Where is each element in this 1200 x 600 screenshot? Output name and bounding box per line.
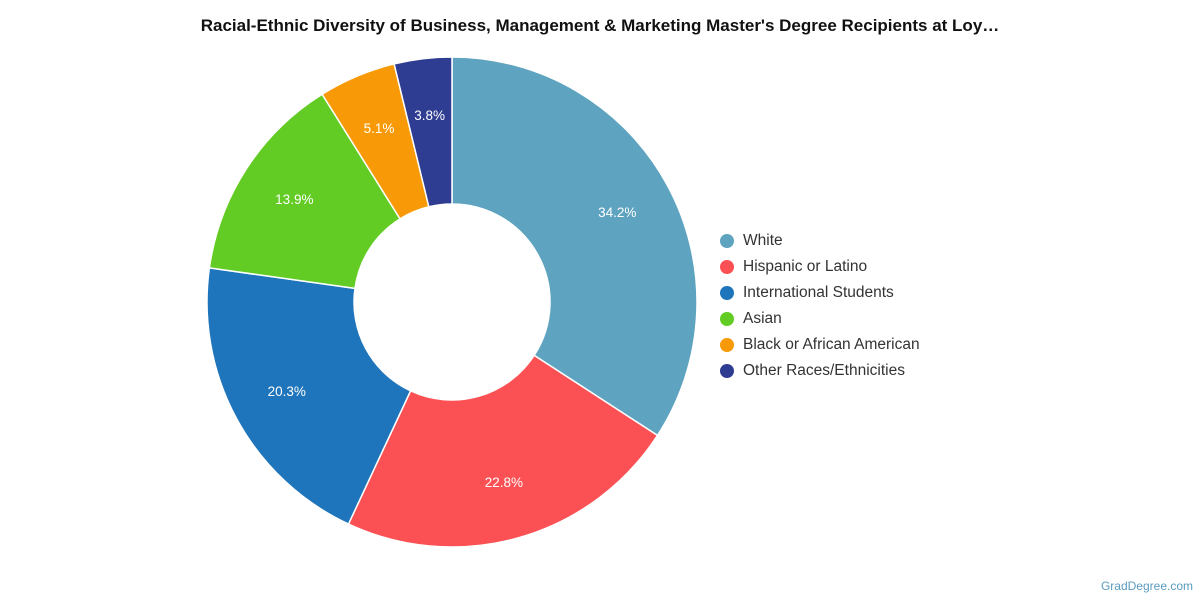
- legend-label: White: [743, 232, 783, 249]
- legend-item-hispanic-or-latino[interactable]: Hispanic or Latino: [720, 254, 920, 280]
- legend-label: Other Races/Ethnicities: [743, 362, 905, 379]
- legend-label: Hispanic or Latino: [743, 258, 868, 275]
- legend-swatch: [720, 234, 734, 248]
- slice-label-black-or-african-american: 5.1%: [364, 121, 395, 136]
- slice-hispanic-or-latino[interactable]: [347, 354, 659, 548]
- slice-international-students[interactable]: [206, 267, 412, 526]
- source-credit-link[interactable]: GradDegree.com: [1100, 579, 1193, 593]
- legend-item-asian[interactable]: Asian: [720, 306, 920, 332]
- chart-title: Racial-Ethnic Diversity of Business, Man…: [200, 16, 1000, 35]
- slice-label-hispanic-or-latino: 22.8%: [485, 475, 523, 490]
- legend-item-international-students[interactable]: International Students: [720, 280, 920, 306]
- legend-item-white[interactable]: White: [720, 228, 920, 254]
- legend-label: Black or African American: [743, 336, 920, 353]
- legend-swatch: [720, 260, 734, 274]
- slice-other-races-ethnicities[interactable]: [393, 56, 453, 208]
- legend-swatch: [720, 364, 734, 378]
- legend: White Hispanic or Latino International Stu…: [720, 228, 920, 384]
- slice-label-asian: 13.9%: [275, 192, 313, 207]
- legend-swatch: [720, 338, 734, 352]
- legend-item-black-or-african-american[interactable]: Black or African American: [720, 332, 920, 358]
- slice-label-international-students: 20.3%: [268, 384, 306, 399]
- legend-label: Asian: [743, 310, 782, 327]
- legend-swatch: [720, 312, 734, 326]
- slice-white[interactable]: [451, 56, 698, 437]
- slice-label-white: 34.2%: [598, 205, 636, 220]
- legend-swatch: [720, 286, 734, 300]
- slice-label-other-races-ethnicities: 3.8%: [414, 108, 445, 123]
- legend-label: International Students: [743, 284, 894, 301]
- legend-item-other-races-ethnicities[interactable]: Other Races/Ethnicities: [720, 358, 920, 384]
